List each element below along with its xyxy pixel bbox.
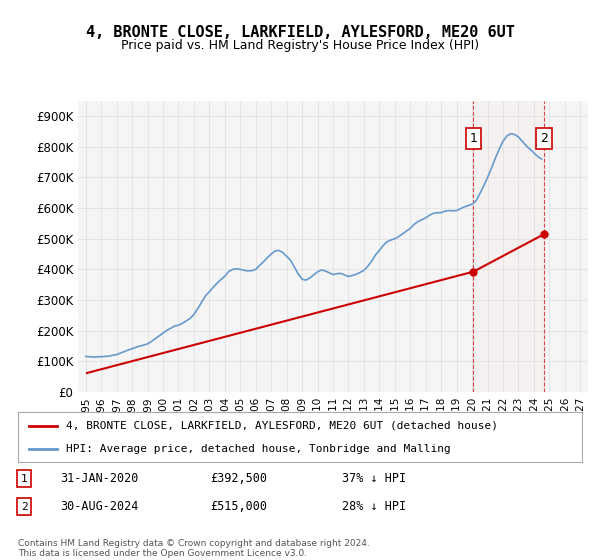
Text: 2: 2 xyxy=(540,132,548,145)
Text: 28% ↓ HPI: 28% ↓ HPI xyxy=(342,500,406,514)
Text: Price paid vs. HM Land Registry's House Price Index (HPI): Price paid vs. HM Land Registry's House … xyxy=(121,39,479,52)
Text: 37% ↓ HPI: 37% ↓ HPI xyxy=(342,472,406,486)
Text: 4, BRONTE CLOSE, LARKFIELD, AYLESFORD, ME20 6UT: 4, BRONTE CLOSE, LARKFIELD, AYLESFORD, M… xyxy=(86,25,514,40)
Text: 1: 1 xyxy=(20,474,28,484)
Text: 31-JAN-2020: 31-JAN-2020 xyxy=(60,472,139,486)
Bar xyxy=(473,101,544,392)
Text: 30-AUG-2024: 30-AUG-2024 xyxy=(60,500,139,514)
Text: HPI: Average price, detached house, Tonbridge and Malling: HPI: Average price, detached house, Tonb… xyxy=(66,445,451,454)
Text: 4, BRONTE CLOSE, LARKFIELD, AYLESFORD, ME20 6UT (detached house): 4, BRONTE CLOSE, LARKFIELD, AYLESFORD, M… xyxy=(66,421,498,431)
Text: Contains HM Land Registry data © Crown copyright and database right 2024.
This d: Contains HM Land Registry data © Crown c… xyxy=(18,539,370,558)
Text: 2: 2 xyxy=(20,502,28,512)
Text: £392,500: £392,500 xyxy=(210,472,267,486)
Text: £515,000: £515,000 xyxy=(210,500,267,514)
Text: 1: 1 xyxy=(469,132,477,145)
